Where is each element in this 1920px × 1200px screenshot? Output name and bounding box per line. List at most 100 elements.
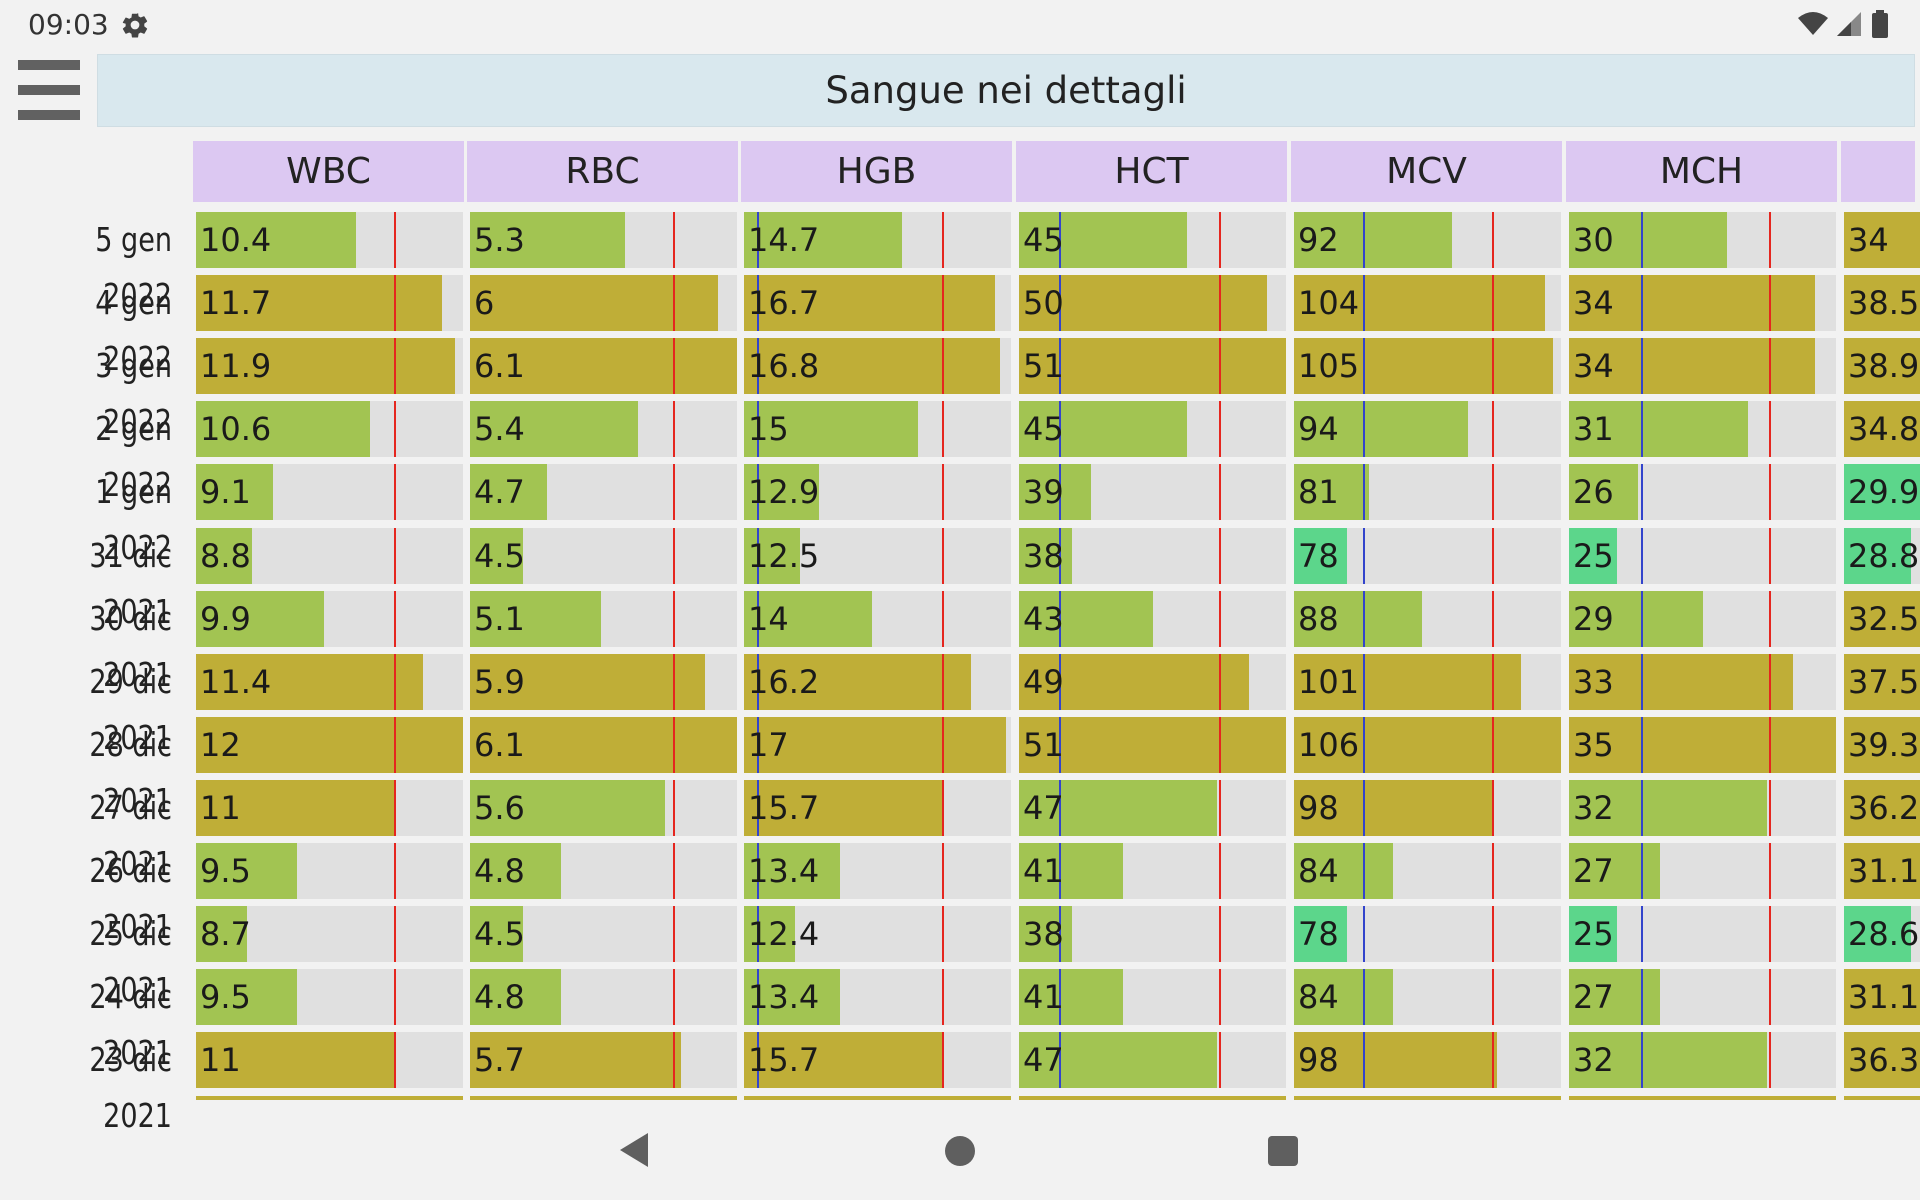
value-cell-rbc[interactable]: 5.1 <box>470 591 737 647</box>
value-cell-wbc[interactable]: 11.4 <box>196 654 463 710</box>
value-cell-mch[interactable]: 29 <box>1569 591 1836 647</box>
value-cell-hgb[interactable]: 14 <box>744 591 1011 647</box>
value-cell-rbc[interactable]: 6 <box>470 275 737 331</box>
value-cell-mch[interactable]: 33 <box>1569 654 1836 710</box>
value-cell-hct[interactable]: 47 <box>1019 780 1286 836</box>
value-cell-wbc[interactable]: 11 <box>196 780 463 836</box>
value-cell-rbc[interactable]: 5.9 <box>470 654 737 710</box>
value-cell-rbc[interactable]: 5.3 <box>470 212 737 268</box>
column-header-col7[interactable] <box>1841 141 1915 202</box>
value-cell-col7[interactable]: 28.8 <box>1844 528 1920 584</box>
value-cell-col7[interactable]: 34 <box>1844 212 1920 268</box>
value-cell-hct[interactable]: 51 <box>1019 338 1286 394</box>
value-cell-col7[interactable]: 37.5 <box>1844 654 1920 710</box>
value-cell-wbc[interactable]: 11 <box>196 1032 463 1088</box>
value-cell-hgb[interactable]: 15 <box>744 401 1011 457</box>
value-cell-mcv[interactable]: 106 <box>1294 717 1561 773</box>
value-cell-hct[interactable]: 38 <box>1019 906 1286 962</box>
value-cell-mch[interactable]: 27 <box>1569 843 1836 899</box>
value-cell-mcv[interactable]: 105 <box>1294 338 1561 394</box>
value-cell-hct[interactable]: 50 <box>1019 275 1286 331</box>
value-cell-mcv[interactable]: 78 <box>1294 906 1561 962</box>
value-cell-mch[interactable]: 27 <box>1569 969 1836 1025</box>
value-cell-col7[interactable]: 31.1 <box>1844 843 1920 899</box>
value-cell-hct[interactable]: 47 <box>1019 1032 1286 1088</box>
value-cell-hct[interactable]: 43 <box>1019 591 1286 647</box>
value-cell-hct[interactable]: 38 <box>1019 528 1286 584</box>
value-cell-mch[interactable]: 25 <box>1569 528 1836 584</box>
value-cell-hgb[interactable]: 17 <box>744 717 1011 773</box>
value-cell-col7[interactable]: 28.6 <box>1844 906 1920 962</box>
value-cell-hgb[interactable]: 12.5 <box>744 528 1011 584</box>
value-cell-hct[interactable]: 39 <box>1019 464 1286 520</box>
value-cell-mcv[interactable]: 101 <box>1294 654 1561 710</box>
value-cell-mcv[interactable]: 98 <box>1294 780 1561 836</box>
value-cell-hct[interactable]: 41 <box>1019 969 1286 1025</box>
column-header-hgb[interactable]: HGB <box>741 141 1012 202</box>
value-cell-wbc[interactable]: 9.9 <box>196 591 463 647</box>
value-cell-mcv[interactable]: 84 <box>1294 969 1561 1025</box>
value-cell-mcv[interactable]: 81 <box>1294 464 1561 520</box>
value-cell-wbc[interactable]: 9.1 <box>196 464 463 520</box>
column-header-mch[interactable]: MCH <box>1566 141 1837 202</box>
value-cell-hgb[interactable]: 16.2 <box>744 654 1011 710</box>
value-cell-hgb[interactable]: 15.7 <box>744 1032 1011 1088</box>
value-cell-hgb[interactable]: 12.9 <box>744 464 1011 520</box>
value-cell-mch[interactable]: 31 <box>1569 401 1836 457</box>
value-cell-mch[interactable]: 26 <box>1569 464 1836 520</box>
value-cell-hct[interactable]: 51 <box>1019 717 1286 773</box>
value-cell-hct[interactable]: 41 <box>1019 843 1286 899</box>
menu-button[interactable] <box>18 58 80 122</box>
value-cell-hgb[interactable]: 16.7 <box>744 275 1011 331</box>
value-cell-wbc[interactable]: 12 <box>196 717 463 773</box>
column-header-wbc[interactable]: WBC <box>193 141 464 202</box>
value-cell-rbc[interactable]: 6.1 <box>470 717 737 773</box>
value-cell-mcv[interactable]: 88 <box>1294 591 1561 647</box>
value-cell-mch[interactable]: 32 <box>1569 780 1836 836</box>
value-cell-mcv[interactable]: 92 <box>1294 212 1561 268</box>
value-cell-mcv[interactable]: 94 <box>1294 401 1561 457</box>
value-cell-wbc[interactable]: 11.7 <box>196 275 463 331</box>
value-cell-mcv[interactable]: 104 <box>1294 275 1561 331</box>
value-cell-col7[interactable]: 36.3 <box>1844 1032 1920 1088</box>
value-cell-rbc[interactable]: 4.5 <box>470 528 737 584</box>
value-cell-hct[interactable]: 45 <box>1019 212 1286 268</box>
value-cell-col7[interactable]: 32.5 <box>1844 591 1920 647</box>
value-cell-mch[interactable]: 25 <box>1569 906 1836 962</box>
recents-icon[interactable] <box>1268 1136 1298 1166</box>
value-cell-wbc[interactable]: 10.4 <box>196 212 463 268</box>
value-cell-hgb[interactable]: 13.4 <box>744 969 1011 1025</box>
value-cell-rbc[interactable]: 4.7 <box>470 464 737 520</box>
value-cell-rbc[interactable]: 5.4 <box>470 401 737 457</box>
value-cell-hct[interactable]: 45 <box>1019 401 1286 457</box>
value-cell-rbc[interactable]: 5.7 <box>470 1032 737 1088</box>
value-cell-mch[interactable]: 30 <box>1569 212 1836 268</box>
value-cell-hgb[interactable]: 15.7 <box>744 780 1011 836</box>
value-cell-rbc[interactable]: 6.1 <box>470 338 737 394</box>
value-cell-hct[interactable]: 49 <box>1019 654 1286 710</box>
value-cell-mch[interactable]: 35 <box>1569 717 1836 773</box>
value-cell-hgb[interactable]: 14.7 <box>744 212 1011 268</box>
value-cell-col7[interactable]: 39.3 <box>1844 717 1920 773</box>
value-cell-mcv[interactable]: 98 <box>1294 1032 1561 1088</box>
value-cell-rbc[interactable]: 4.5 <box>470 906 737 962</box>
value-cell-rbc[interactable]: 4.8 <box>470 969 737 1025</box>
value-cell-wbc[interactable]: 8.7 <box>196 906 463 962</box>
value-cell-col7[interactable]: 29.9 <box>1844 464 1920 520</box>
value-cell-col7[interactable]: 36.2 <box>1844 780 1920 836</box>
value-cell-wbc[interactable]: 8.8 <box>196 528 463 584</box>
value-cell-mch[interactable]: 34 <box>1569 275 1836 331</box>
column-header-rbc[interactable]: RBC <box>467 141 738 202</box>
value-cell-col7[interactable]: 31.1 <box>1844 969 1920 1025</box>
value-cell-wbc[interactable]: 11.9 <box>196 338 463 394</box>
value-cell-wbc[interactable]: 10.6 <box>196 401 463 457</box>
value-cell-col7[interactable]: 38.5 <box>1844 275 1920 331</box>
home-icon[interactable] <box>945 1136 975 1166</box>
column-header-hct[interactable]: HCT <box>1016 141 1287 202</box>
value-cell-rbc[interactable]: 4.8 <box>470 843 737 899</box>
value-cell-col7[interactable]: 38.9 <box>1844 338 1920 394</box>
value-cell-mch[interactable]: 34 <box>1569 338 1836 394</box>
back-icon[interactable] <box>618 1131 650 1169</box>
column-header-mcv[interactable]: MCV <box>1291 141 1562 202</box>
value-cell-hgb[interactable]: 12.4 <box>744 906 1011 962</box>
